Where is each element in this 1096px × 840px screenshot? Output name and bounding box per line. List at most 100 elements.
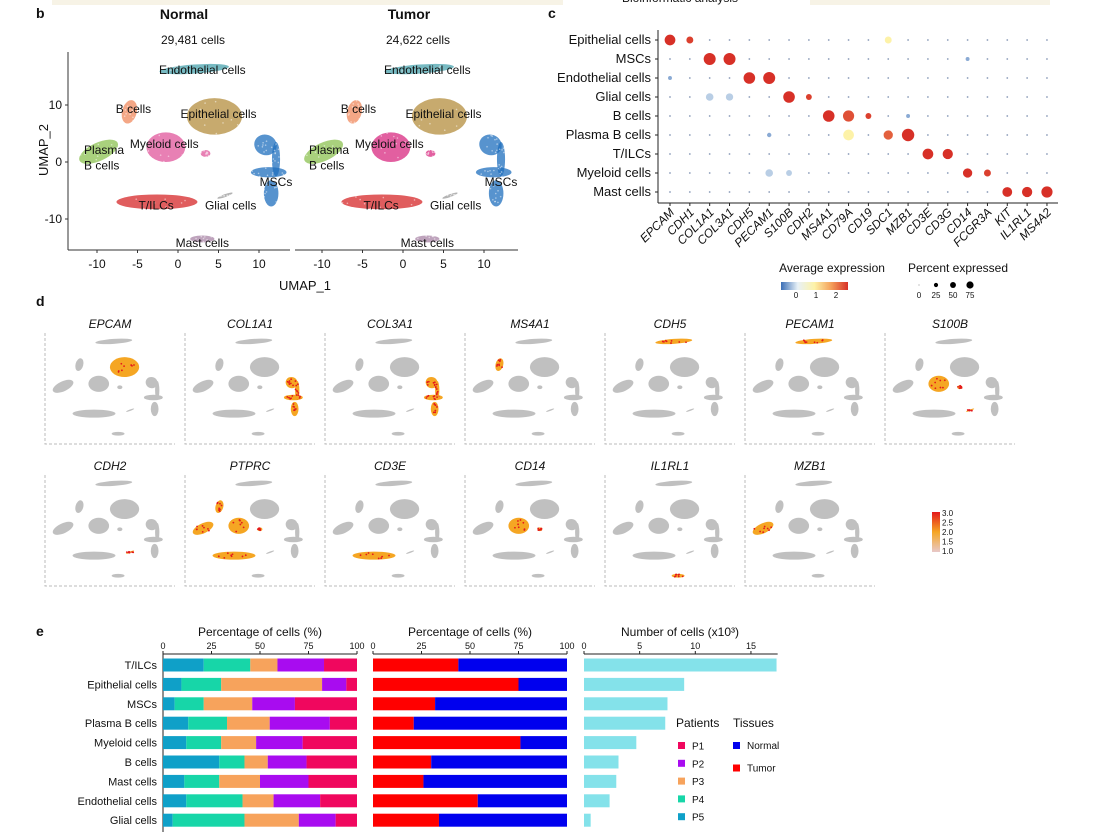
bar-segment-p2	[252, 697, 295, 711]
umap-cell-point	[135, 106, 137, 109]
high-expression-point	[201, 525, 204, 527]
cluster-shape	[855, 381, 860, 400]
high-expression-point	[388, 554, 390, 557]
cluster-shape	[75, 500, 84, 513]
high-expression-point	[930, 384, 933, 387]
umap-cluster-label: Epithelial cells	[405, 107, 481, 121]
umap-cluster-label: T/ILCs	[138, 198, 173, 212]
umap-cell-point	[129, 113, 131, 116]
feature-plot-frame	[184, 475, 315, 587]
umap-cell-point	[186, 72, 189, 74]
dotplot-dot	[847, 58, 850, 60]
dotplot-dot	[1006, 153, 1009, 155]
cluster-shape	[531, 431, 545, 436]
cluster-shape	[703, 394, 723, 401]
umap-cell-point	[84, 152, 87, 155]
high-expression-point	[296, 390, 299, 393]
umap-cell-point	[384, 152, 386, 154]
umap-cell-point	[489, 187, 492, 190]
cluster-shape	[811, 431, 825, 436]
facet-title: Normal	[160, 6, 208, 22]
bar-segment-tumor	[373, 658, 459, 672]
bar-segment-p2	[298, 813, 336, 827]
umap-cell-point	[499, 172, 501, 175]
umap-cell-point	[124, 109, 127, 111]
umap-cell-point	[450, 193, 453, 196]
high-expression-point	[685, 341, 687, 344]
dotplot-dot	[807, 153, 810, 155]
x-tick-label: 5	[637, 641, 642, 651]
umap-cell-point	[394, 65, 397, 68]
dotplot-dot	[708, 191, 711, 193]
facet-cell-count: 29,481 cells	[161, 33, 225, 47]
umap-cluster: Glial cells	[430, 192, 481, 212]
dotplot-dot	[748, 153, 751, 155]
cluster-shape	[111, 573, 125, 578]
feature-plot-title: CDH5	[654, 317, 687, 331]
y-tick-label: -10	[45, 212, 63, 226]
expressing-cluster	[352, 551, 396, 560]
umap-cell-point	[165, 206, 167, 208]
cluster-shape	[845, 518, 858, 531]
umap-cluster-label: Glial cells	[430, 198, 481, 212]
umap-cell-point	[110, 143, 113, 146]
dotplot-dot	[763, 72, 776, 84]
bar-segment-p2	[260, 774, 309, 788]
umap-cluster-mark	[341, 194, 423, 210]
high-expression-point	[131, 364, 133, 367]
high-expression-point	[121, 369, 123, 372]
high-expression-point	[239, 523, 242, 526]
umap-cell-point	[210, 235, 213, 238]
dotplot-dot	[887, 172, 890, 174]
dotplot-dot	[688, 115, 691, 117]
umap-cell-point	[351, 106, 354, 108]
dotplot-dot	[1046, 77, 1048, 79]
colorbar-tick: 2.5	[942, 519, 954, 528]
y-tick-label: 0	[55, 155, 62, 169]
dotplot-dot	[669, 153, 671, 155]
x-tick-label: 50	[255, 641, 265, 651]
high-expression-point	[501, 366, 503, 369]
umap-cell-point	[206, 152, 209, 155]
dotplot-dot	[946, 58, 949, 60]
dotplot-dot	[688, 96, 691, 98]
dotplot-row-label: Epithelial cells	[569, 32, 652, 47]
umap-cluster: Glial cells	[205, 192, 256, 212]
percent-expressed-tick: 25	[932, 291, 941, 300]
dotplot-dot	[1041, 186, 1053, 198]
percent-expressed-dot	[933, 282, 939, 288]
cluster-shape	[570, 543, 579, 559]
bar-segment-p3	[244, 755, 268, 769]
umap-cell-point	[198, 239, 200, 242]
high-expression-point	[217, 555, 220, 558]
high-expression-point	[435, 383, 438, 386]
feature-plot-epcam: EPCAM	[44, 317, 175, 445]
umap-cell-point	[438, 66, 440, 69]
legend-swatch-p4	[678, 795, 685, 803]
x-tick-label: 25	[416, 641, 426, 651]
high-expression-point	[970, 409, 973, 412]
umap-cluster: Endothelial cells	[159, 63, 246, 77]
dotplot-dot	[983, 169, 991, 177]
dotplot-dot	[927, 191, 929, 193]
high-expression-point	[674, 575, 677, 578]
cluster-shape	[406, 408, 415, 412]
high-expression-point	[123, 365, 125, 368]
dotplot-dot	[966, 115, 969, 117]
x-tick-label: 100	[559, 641, 574, 651]
expressing-cluster	[928, 375, 950, 392]
umap-cell-point	[215, 132, 218, 135]
cluster-shape	[111, 431, 125, 436]
feature-plot-title: PTPRC	[230, 459, 271, 473]
header-strip	[52, 0, 563, 5]
cluster-shape	[155, 523, 160, 542]
dotplot-dot	[847, 96, 850, 98]
dotplot-dot	[966, 39, 969, 41]
cluster-shape	[648, 375, 670, 392]
bar-segment-p1	[302, 736, 357, 750]
bar-segment-tumor	[373, 716, 414, 730]
feature-plot-title: COL3A1	[367, 317, 413, 331]
cluster-shape	[117, 385, 123, 390]
bar-segment-normal	[423, 774, 567, 788]
